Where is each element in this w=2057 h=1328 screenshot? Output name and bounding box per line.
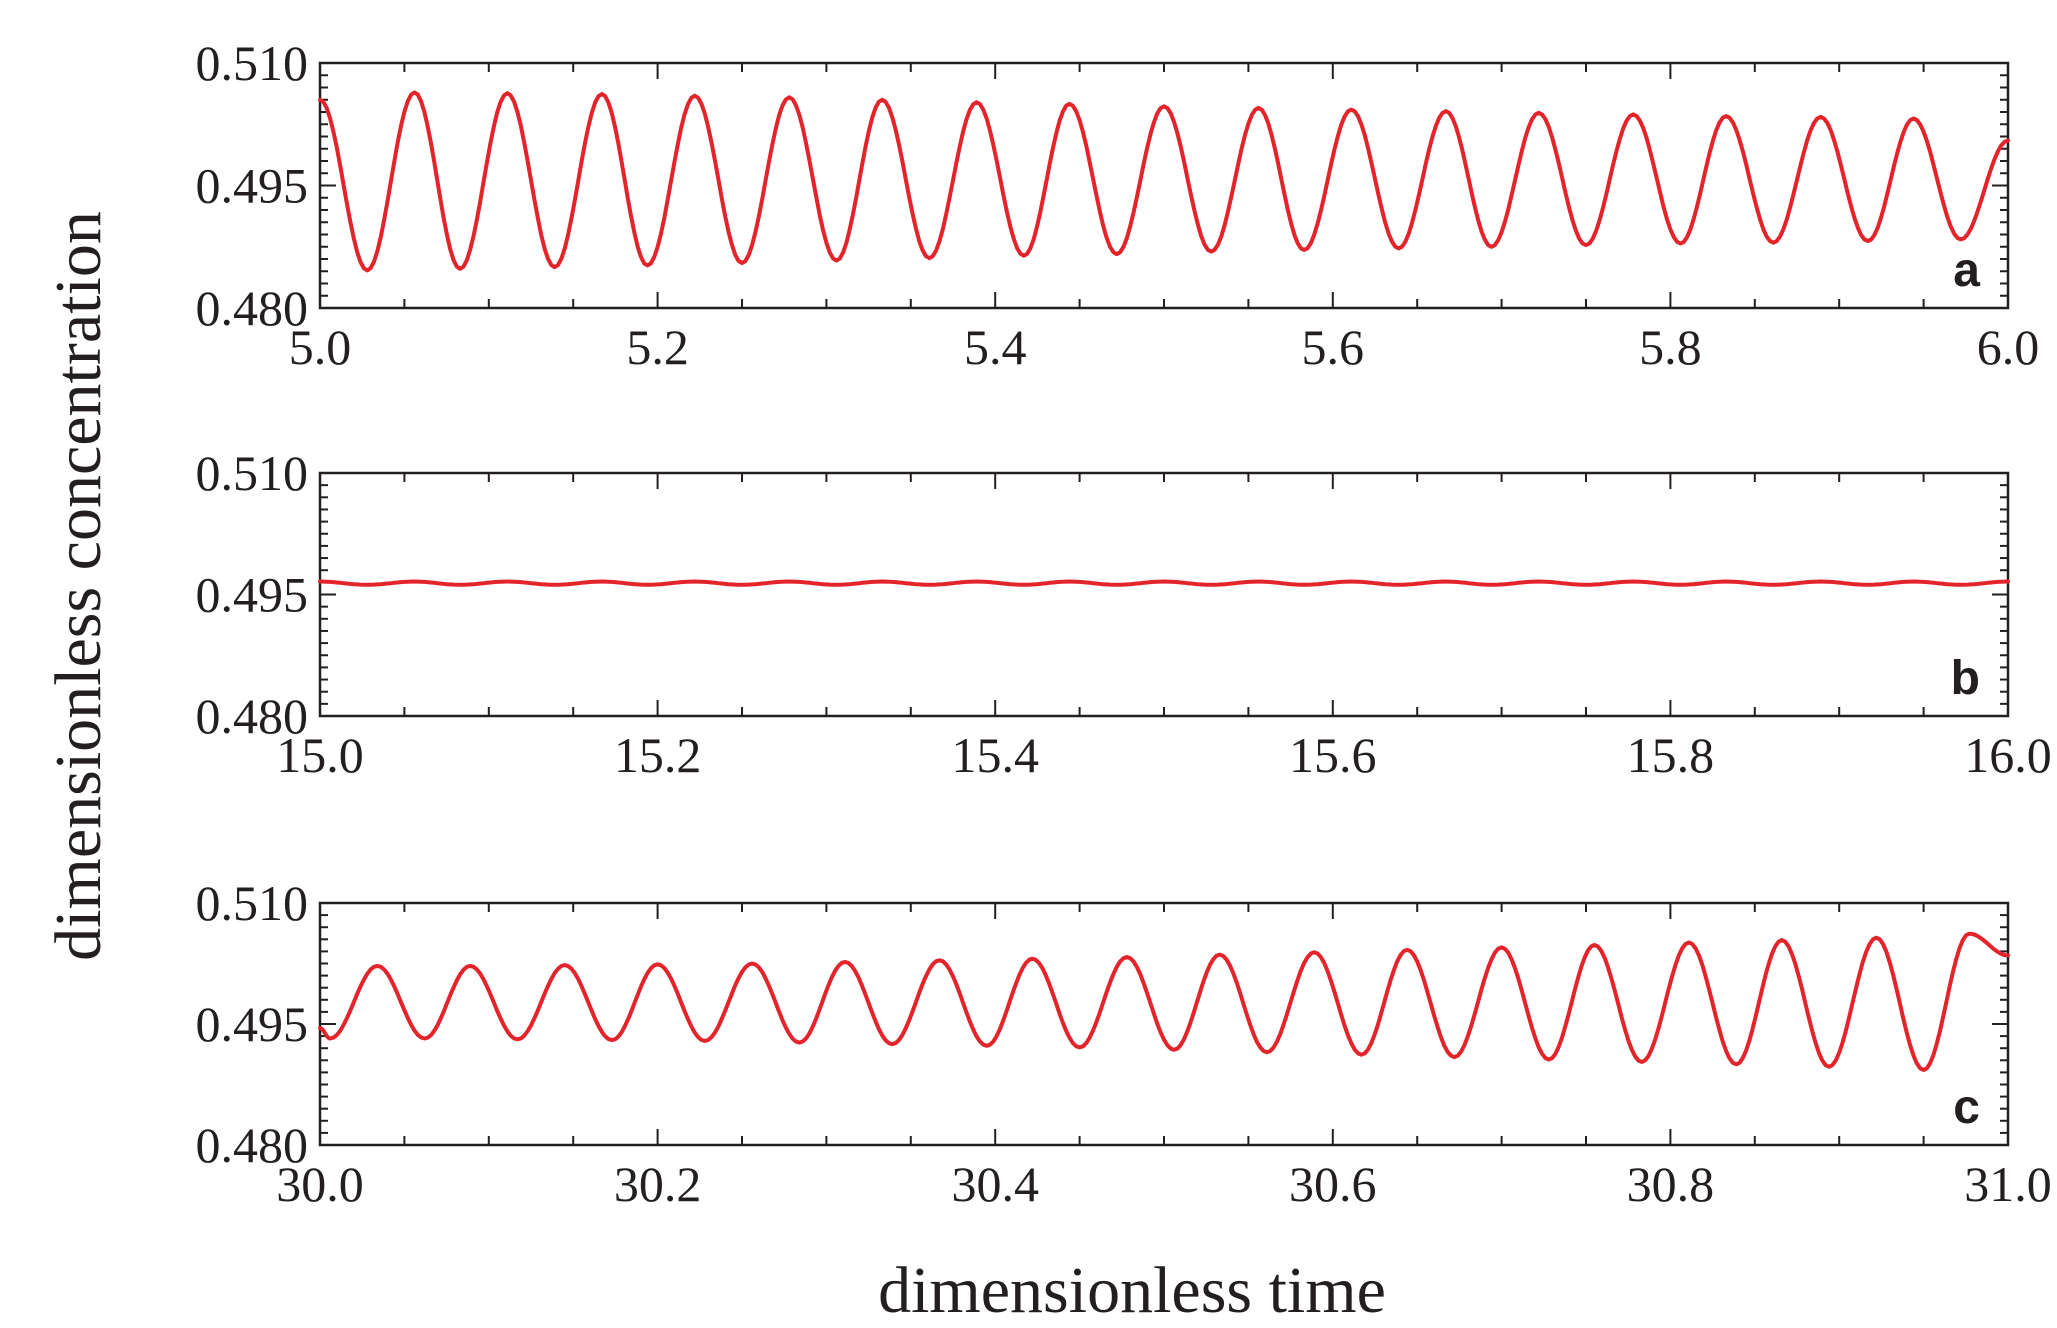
x-tick-label: 30.2: [614, 1156, 702, 1212]
x-tick-label: 16.0: [1964, 727, 2052, 783]
y-axis-title: dimensionless concentration: [42, 211, 115, 961]
x-tick-label: 30.4: [951, 1156, 1039, 1212]
y-tick-label: 0.510: [196, 445, 309, 501]
panel-b: 15.0 15.2 15.4 15.6 15.8 16.0 0.510 0.495 0.480 b: [196, 445, 2052, 783]
x-tick-label: 30.6: [1289, 1156, 1377, 1212]
y-tick-label: 0.480: [196, 688, 309, 744]
y-tick-label: 0.495: [196, 996, 309, 1052]
panel-c: 30.0 30.2 30.4 30.6 30.8 31.0 0.510 0.495 0.480 c: [196, 875, 2052, 1212]
x-tick-label: 5.6: [1302, 319, 1365, 375]
x-tick-label: 30.8: [1627, 1156, 1715, 1212]
y-tick-label: 0.495: [196, 567, 309, 623]
x-tick-label: 15.0: [276, 727, 364, 783]
y-tick-label: 0.480: [196, 1117, 309, 1173]
x-tick-label: 30.0: [276, 1156, 364, 1212]
y-tick-label: 0.510: [196, 875, 309, 931]
series-line: [318, 579, 2010, 587]
plot-frame: [318, 61, 2010, 310]
panel-a: 5.0 5.2 5.4 5.6 5.8 6.0 0.510 0.495 0.480 a: [196, 35, 2040, 375]
plot-frame: [318, 471, 2010, 718]
x-tick-label: 5.0: [289, 319, 352, 375]
x-axis-title: dimensionless time: [878, 1254, 1386, 1323]
x-tick-label: 6.0: [1977, 319, 2040, 375]
x-tick-label: 5.2: [626, 319, 689, 375]
series-line: [318, 931, 2010, 1072]
x-tick-label: 15.4: [951, 727, 1039, 783]
x-tick-label: 5.4: [964, 319, 1027, 375]
x-tick-label: 15.2: [614, 727, 702, 783]
y-tick-label: 0.510: [196, 35, 309, 91]
x-tick-label: 15.6: [1289, 727, 1377, 783]
panel-label: a: [1953, 244, 1980, 297]
panel-label: b: [1951, 652, 1980, 705]
x-tick-label: 5.8: [1639, 319, 1702, 375]
x-tick-label: 15.8: [1627, 727, 1715, 783]
y-tick-label: 0.480: [196, 280, 309, 336]
x-tick-label: 31.0: [1964, 1156, 2052, 1212]
panel-label: c: [1953, 1081, 1980, 1134]
y-tick-label: 0.495: [196, 158, 309, 214]
series-line: [318, 90, 2010, 273]
